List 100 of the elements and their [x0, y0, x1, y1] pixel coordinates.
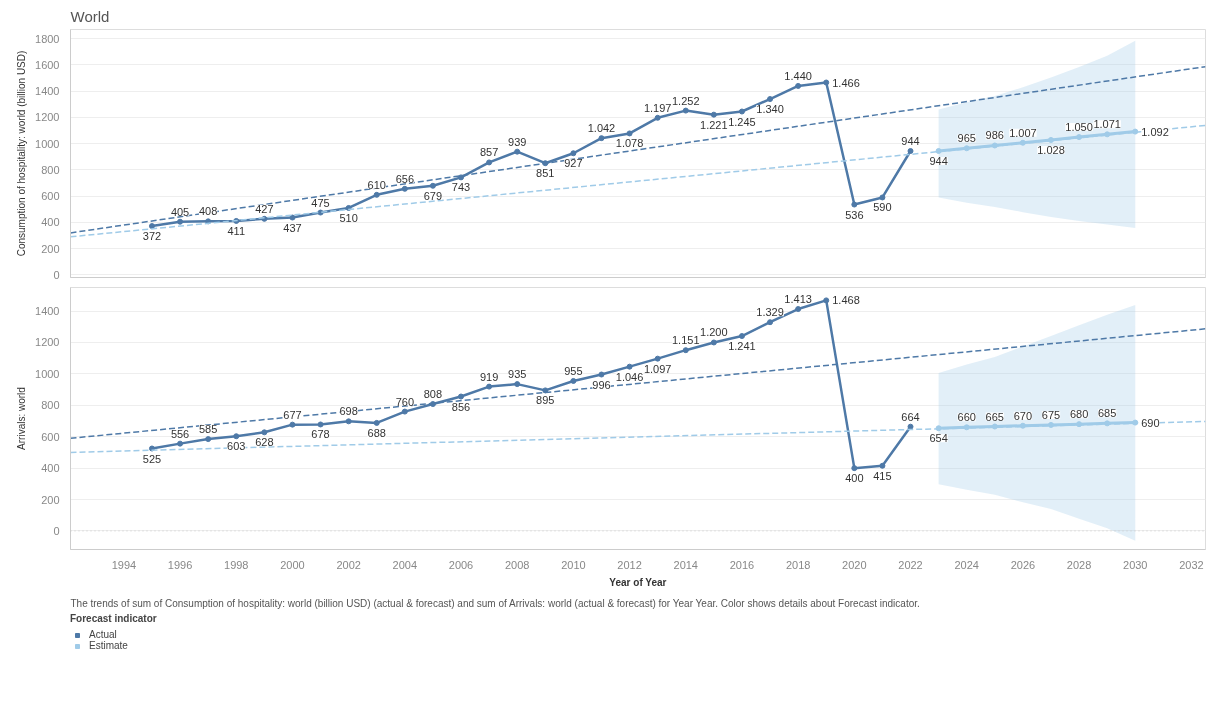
y-tick-label: 1600 [35, 58, 60, 71]
data-label: 1.197 [643, 101, 672, 114]
x-tick-label: 2016 [729, 558, 755, 571]
data-label: 677 [283, 408, 302, 421]
data-label: 955 [564, 364, 583, 377]
data-label: 857 [479, 146, 499, 159]
point [879, 194, 886, 201]
point [598, 371, 605, 378]
x-tick-label: 1996 [167, 558, 193, 571]
data-label: 660 [957, 411, 976, 424]
text: The trends of sum of Consumption of hospitality: world (billion USD) (actual & forecast) and sum of Arrivals: world (actual & forecast) for Year Year. Color shows details about Forecast indicator. [70, 597, 920, 609]
point [626, 130, 633, 137]
point [851, 201, 858, 208]
y-tick-label: 1200 [35, 336, 60, 349]
data-label: 415 [873, 469, 892, 482]
data-label: 895 [536, 394, 555, 407]
point [514, 381, 521, 388]
data-label: 965 [957, 132, 976, 145]
data-label: 1.050 [1065, 121, 1093, 134]
point [458, 174, 465, 181]
data-label: 372 [142, 230, 162, 243]
x-tick-label: 2008 [504, 558, 530, 571]
data-label: 427 [255, 202, 274, 215]
legend-title: Forecast indicator [70, 613, 157, 624]
data-label: 688 [367, 426, 386, 439]
point [345, 418, 352, 425]
x-tick-label: 1998 [224, 558, 249, 571]
data-label: 760 [395, 395, 414, 408]
x-tick-label: 2024 [954, 558, 979, 571]
point [682, 107, 689, 114]
point [879, 462, 886, 469]
y-tick-label: 0 [53, 524, 60, 537]
y-axis-title: Consumption of hospitality: world (billion USD) [16, 50, 28, 257]
point [205, 218, 212, 225]
point [373, 191, 380, 198]
data-label: 1.252 [672, 94, 700, 107]
point [542, 387, 549, 394]
point [626, 363, 633, 370]
data-label: 585 [198, 423, 218, 436]
data-label: 664 [901, 410, 920, 423]
point [767, 319, 774, 326]
point [710, 339, 717, 346]
data-label: 1.440 [784, 69, 812, 82]
x-tick-label: 2014 [673, 558, 699, 571]
point [514, 148, 521, 155]
point [177, 440, 184, 447]
data-label: 1.200 [700, 326, 728, 339]
point [710, 111, 717, 118]
y-tick-label: 400 [41, 216, 60, 229]
x-tick-label: 2020 [842, 558, 867, 571]
data-label: 1.329 [756, 306, 784, 319]
y-tick-label: 0 [53, 268, 60, 281]
x-tick-label: 2022 [898, 558, 923, 571]
chart-title: World [70, 7, 110, 25]
legend-label: Estimate [89, 640, 128, 651]
data-label: 927 [564, 157, 583, 170]
y-tick-label: 200 [41, 242, 60, 255]
data-label: 1.245 [728, 115, 756, 128]
x-tick-label: 2030 [1123, 558, 1148, 571]
y-tick-label: 400 [41, 462, 60, 475]
data-label: 437 [283, 221, 302, 234]
point [373, 419, 380, 426]
data-label: 1.078 [615, 137, 644, 150]
data-label: 944 [901, 135, 920, 148]
data-label: 408 [198, 205, 218, 218]
point [261, 429, 268, 436]
data-label: 690 [1141, 416, 1160, 429]
data-label: 680 [1069, 408, 1089, 421]
data-label: 670 [1013, 409, 1033, 422]
point [654, 114, 661, 121]
data-label: 1.241 [728, 340, 756, 353]
point [654, 355, 661, 362]
point [570, 377, 577, 384]
data-label: 556 [170, 427, 190, 440]
point [682, 347, 689, 354]
data-label: 610 [367, 178, 386, 191]
data-label: 944 [929, 155, 948, 168]
point [148, 223, 155, 230]
data-label: 1.046 [615, 370, 644, 383]
point [823, 79, 830, 86]
point [570, 150, 577, 157]
data-label: 1.092 [1141, 125, 1169, 138]
data-label: 400 [845, 472, 864, 485]
data-label: 656 [395, 172, 414, 185]
y-tick-label: 1400 [35, 85, 60, 98]
point [991, 423, 998, 430]
y-axis-title: Arrivals: world [16, 387, 28, 450]
data-label: 665 [985, 410, 1004, 423]
legend-label: Actual [89, 629, 117, 640]
y-tick-label: 1200 [35, 111, 60, 124]
point [289, 214, 296, 221]
data-label: 1.221 [700, 118, 728, 131]
point [1019, 422, 1026, 429]
data-label: 996 [592, 378, 611, 391]
data-label: 935 [508, 368, 527, 381]
x-tick-label: 2032 [1179, 558, 1204, 571]
data-label: 590 [873, 201, 892, 214]
y-tick-label: 1000 [35, 137, 60, 150]
point [486, 383, 493, 390]
data-label: 1.028 [1037, 143, 1065, 156]
